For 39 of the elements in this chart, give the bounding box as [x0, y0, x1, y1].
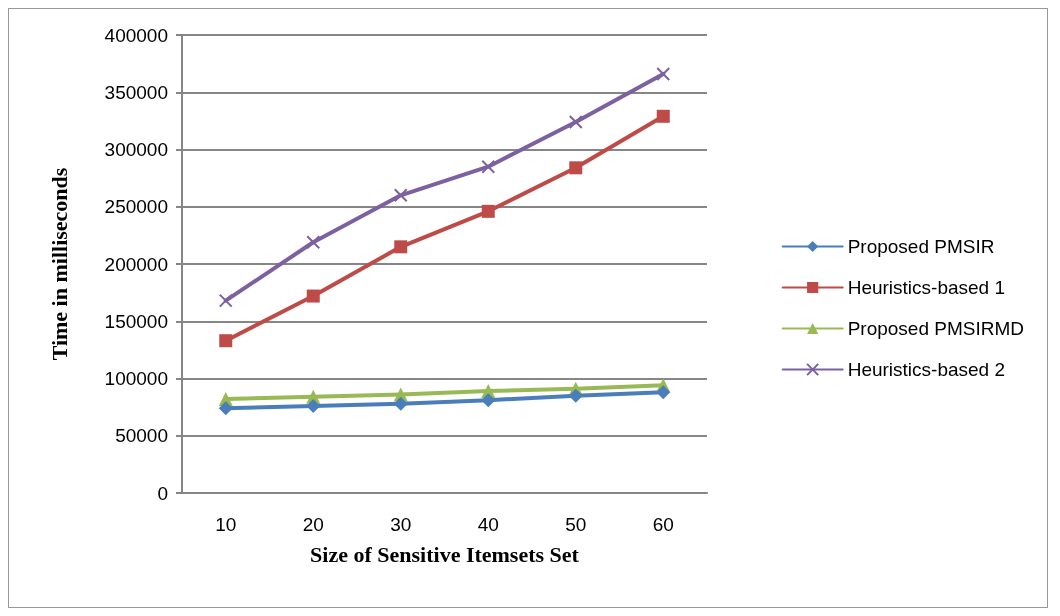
point	[568, 115, 583, 130]
y-tick-label: 50000	[115, 425, 168, 447]
x-tick-label: 20	[302, 514, 324, 535]
point	[306, 289, 320, 303]
x-axis-title: Size of Sensitive Itemsets Set	[310, 541, 580, 567]
point	[569, 161, 583, 175]
point	[656, 385, 671, 400]
point	[306, 398, 321, 413]
x-tick-label: 30	[390, 514, 412, 535]
point	[218, 293, 233, 308]
point	[219, 334, 233, 348]
point	[218, 401, 233, 416]
y-tick-label: 300000	[104, 139, 168, 160]
legend-label: Proposed PMSIR	[847, 236, 995, 257]
point	[656, 109, 670, 123]
point	[656, 66, 671, 81]
x-tick-label: 50	[565, 514, 587, 535]
y-tick-label: 350000	[104, 81, 168, 103]
legend-label: Proposed PMSIRMD	[847, 318, 1025, 339]
y-axis-title: Time in milliseconds	[46, 167, 72, 361]
point	[481, 204, 495, 218]
x-tick-label: 40	[477, 514, 499, 535]
y-tick-label: 0	[157, 482, 168, 504]
point	[568, 388, 583, 403]
y-tick-label: 400000	[104, 24, 168, 46]
x-tick-label: 10	[215, 514, 237, 535]
point	[306, 235, 321, 250]
point	[481, 393, 496, 408]
y-tick-label: 100000	[104, 368, 168, 389]
y-tick-label: 250000	[104, 196, 168, 218]
point	[393, 396, 408, 411]
y-tick-label: 200000	[104, 253, 168, 275]
point	[394, 240, 408, 254]
x-tick-label: 60	[652, 514, 674, 535]
point	[393, 188, 408, 203]
y-tick-label: 150000	[104, 310, 168, 332]
legend-label: Heuristics-based 2	[847, 359, 1006, 380]
point	[481, 159, 496, 174]
legend-label: Heuristics-based 1	[847, 277, 1006, 298]
